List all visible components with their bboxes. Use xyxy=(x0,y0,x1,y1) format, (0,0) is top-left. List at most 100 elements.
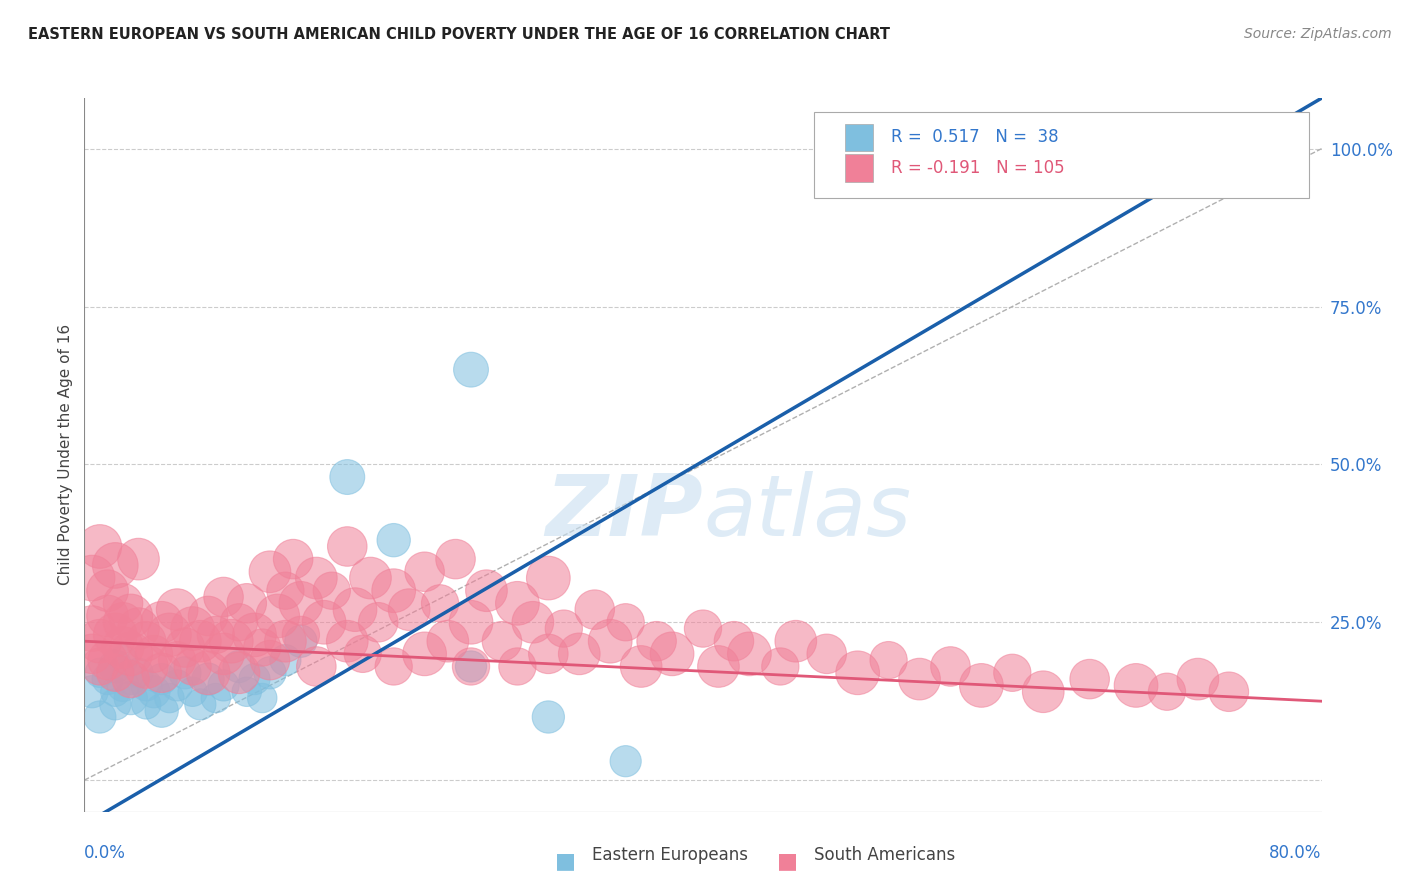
Text: 80.0%: 80.0% xyxy=(1270,844,1322,862)
Point xyxy=(460,362,482,376)
Point xyxy=(120,609,142,624)
Text: R = -0.191   N = 105: R = -0.191 N = 105 xyxy=(891,159,1064,177)
Point xyxy=(197,672,219,686)
Point xyxy=(583,602,606,616)
Text: 0.0%: 0.0% xyxy=(84,844,127,862)
Point xyxy=(723,634,745,648)
Point xyxy=(336,634,359,648)
Point xyxy=(243,628,266,642)
Point xyxy=(112,653,135,667)
Point xyxy=(661,647,683,661)
Bar xyxy=(845,124,873,151)
Point xyxy=(197,609,219,624)
Point xyxy=(506,659,529,673)
Point xyxy=(475,583,498,598)
Point xyxy=(205,691,228,706)
Point xyxy=(939,659,962,673)
Point xyxy=(382,533,405,548)
Point xyxy=(159,628,181,642)
Point xyxy=(259,653,281,667)
Point xyxy=(112,615,135,630)
Text: ■: ■ xyxy=(778,851,799,871)
Point xyxy=(89,634,111,648)
Point xyxy=(120,691,142,706)
Point xyxy=(89,540,111,554)
Point xyxy=(877,653,900,667)
Point xyxy=(506,596,529,610)
Point xyxy=(645,634,668,648)
Point xyxy=(188,698,212,712)
Point xyxy=(82,571,104,585)
Point xyxy=(166,678,188,692)
Point xyxy=(537,710,560,724)
Point xyxy=(112,678,135,692)
Point xyxy=(1125,678,1147,692)
Point xyxy=(290,596,312,610)
Point xyxy=(166,653,188,667)
Point xyxy=(128,622,150,636)
Point xyxy=(212,647,235,661)
Point xyxy=(236,684,259,698)
Point xyxy=(460,659,482,673)
Point xyxy=(630,659,652,673)
Point xyxy=(815,647,838,661)
Text: R =  0.517   N =  38: R = 0.517 N = 38 xyxy=(891,128,1059,146)
Point xyxy=(413,565,436,579)
Point xyxy=(228,659,250,673)
Point xyxy=(112,596,135,610)
Point xyxy=(212,590,235,604)
Point xyxy=(82,647,104,661)
Point xyxy=(444,552,467,566)
Point xyxy=(614,754,637,768)
Point xyxy=(120,647,142,661)
Point xyxy=(82,684,104,698)
Text: ■: ■ xyxy=(554,851,575,871)
Point xyxy=(89,710,111,724)
Point xyxy=(89,665,111,680)
Point xyxy=(181,684,204,698)
Point xyxy=(228,615,250,630)
Point xyxy=(738,647,761,661)
Point xyxy=(135,634,157,648)
Point xyxy=(614,615,637,630)
Point xyxy=(150,615,173,630)
Point xyxy=(382,659,405,673)
Point xyxy=(274,583,297,598)
Point xyxy=(104,698,127,712)
Point xyxy=(382,583,405,598)
Point xyxy=(243,672,266,686)
Point xyxy=(166,602,188,616)
Point xyxy=(205,628,228,642)
Point xyxy=(314,615,336,630)
Point xyxy=(104,665,127,680)
Point xyxy=(267,609,290,624)
Point xyxy=(174,640,197,655)
Y-axis label: Child Poverty Under the Age of 16: Child Poverty Under the Age of 16 xyxy=(58,325,73,585)
Point xyxy=(413,647,436,661)
Point xyxy=(352,647,374,661)
Text: Eastern Europeans: Eastern Europeans xyxy=(592,846,748,864)
Point xyxy=(97,672,120,686)
Point xyxy=(460,659,482,673)
Point xyxy=(174,665,197,680)
Point xyxy=(188,634,212,648)
Point xyxy=(305,659,328,673)
Point xyxy=(1218,684,1240,698)
Point xyxy=(283,552,305,566)
Point xyxy=(104,659,127,673)
Point xyxy=(150,704,173,718)
Point xyxy=(82,622,104,636)
Text: Source: ZipAtlas.com: Source: ZipAtlas.com xyxy=(1244,27,1392,41)
Point xyxy=(692,622,714,636)
Point xyxy=(252,691,274,706)
Bar xyxy=(845,154,873,182)
Point xyxy=(135,698,157,712)
Point xyxy=(150,665,173,680)
Point xyxy=(305,571,328,585)
Point xyxy=(1001,665,1024,680)
Point xyxy=(429,596,451,610)
Point xyxy=(104,558,127,573)
Point xyxy=(120,672,142,686)
Point xyxy=(143,647,166,661)
Point xyxy=(181,622,204,636)
